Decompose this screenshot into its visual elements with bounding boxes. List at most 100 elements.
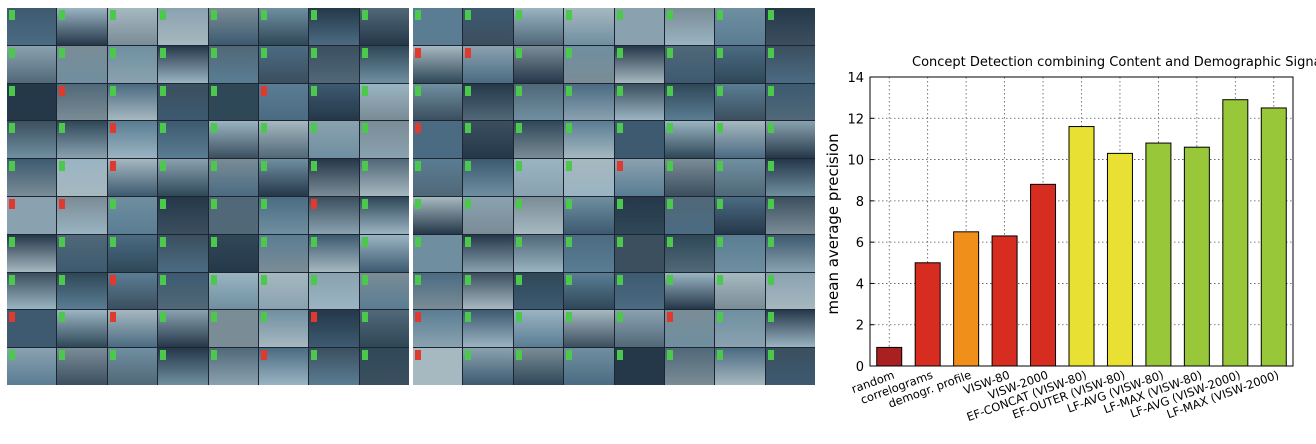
video-thumbnail <box>614 234 664 272</box>
relevant-tag-icon <box>515 198 522 209</box>
video-thumbnail <box>664 121 715 159</box>
video-thumbnail <box>7 45 57 83</box>
relevant-tag-icon <box>515 350 522 361</box>
video-thumbnail <box>765 196 815 234</box>
irrelevant-tag-icon <box>109 123 116 134</box>
irrelevant-tag-icon <box>9 198 15 209</box>
relevant-tag-icon <box>717 350 724 361</box>
relevant-tag-icon <box>465 274 472 285</box>
plot-frame <box>869 76 1294 367</box>
relevant-tag-icon <box>566 350 573 361</box>
video-thumbnail <box>107 45 158 83</box>
irrelevant-tag-icon <box>311 198 318 209</box>
video-thumbnail <box>309 45 359 83</box>
video-thumbnail <box>413 83 463 121</box>
video-thumbnail <box>715 83 765 121</box>
relevant-tag-icon <box>616 198 623 209</box>
video-thumbnail <box>564 234 614 272</box>
relevant-tag-icon <box>59 123 66 134</box>
video-thumbnail <box>614 159 664 196</box>
video-thumbnail <box>57 234 107 272</box>
video-thumbnail <box>7 121 57 159</box>
video-thumbnail <box>208 8 258 45</box>
relevant-tag-icon <box>109 10 116 20</box>
bar <box>914 262 941 367</box>
video-thumbnail <box>258 83 309 121</box>
relevant-tag-icon <box>260 47 267 58</box>
video-thumbnail <box>258 348 309 385</box>
irrelevant-tag-icon <box>59 85 66 96</box>
relevant-tag-icon <box>210 47 217 58</box>
relevant-tag-icon <box>260 236 267 247</box>
video-thumbnail <box>208 159 258 196</box>
irrelevant-tag-icon <box>109 312 116 323</box>
video-thumbnail <box>463 310 513 348</box>
y-tick-label: 2 <box>856 319 864 334</box>
video-thumbnail <box>258 45 309 83</box>
relevant-tag-icon <box>361 350 368 361</box>
video-thumbnail <box>513 45 564 83</box>
relevant-tag-icon <box>109 85 116 96</box>
video-thumbnail <box>664 272 715 310</box>
video-thumbnail <box>564 83 614 121</box>
video-thumbnail <box>7 348 57 385</box>
video-thumbnail <box>715 310 765 348</box>
video-thumbnail <box>765 45 815 83</box>
relevant-tag-icon <box>616 123 623 134</box>
relevant-tag-icon <box>616 10 623 20</box>
relevant-tag-icon <box>415 161 421 172</box>
bar <box>1183 146 1210 367</box>
relevant-tag-icon <box>361 47 368 58</box>
video-thumbnail <box>57 348 107 385</box>
video-thumbnail <box>107 159 158 196</box>
video-thumbnail <box>57 83 107 121</box>
thumbnail-grid-left <box>7 8 409 385</box>
relevant-tag-icon <box>160 47 167 58</box>
video-thumbnail <box>614 196 664 234</box>
video-thumbnail <box>564 159 614 196</box>
video-thumbnail <box>513 8 564 45</box>
video-thumbnail <box>359 121 409 159</box>
relevant-tag-icon <box>109 198 116 209</box>
video-thumbnail <box>208 234 258 272</box>
video-thumbnail <box>413 272 463 310</box>
relevant-tag-icon <box>59 274 66 285</box>
relevant-tag-icon <box>566 274 573 285</box>
relevant-tag-icon <box>361 198 368 209</box>
relevant-tag-icon <box>666 47 673 58</box>
video-thumbnail <box>413 196 463 234</box>
video-thumbnail <box>158 272 208 310</box>
relevant-tag-icon <box>9 85 15 96</box>
relevant-tag-icon <box>616 47 623 58</box>
relevant-tag-icon <box>666 85 673 96</box>
relevant-tag-icon <box>311 236 318 247</box>
bar <box>1068 126 1095 367</box>
relevant-tag-icon <box>9 274 15 285</box>
relevant-tag-icon <box>515 10 522 20</box>
irrelevant-tag-icon <box>415 312 421 323</box>
video-thumbnail <box>513 196 564 234</box>
video-thumbnail <box>513 348 564 385</box>
video-thumbnail <box>107 310 158 348</box>
bar <box>953 231 980 367</box>
relevant-tag-icon <box>311 85 318 96</box>
video-thumbnail <box>413 45 463 83</box>
video-thumbnail <box>715 121 765 159</box>
y-tick-label: 10 <box>847 154 864 169</box>
relevant-tag-icon <box>210 161 217 172</box>
relevant-tag-icon <box>415 10 421 20</box>
bar <box>1145 142 1172 367</box>
video-thumbnail <box>309 348 359 385</box>
video-thumbnail <box>158 196 208 234</box>
video-thumbnail <box>664 159 715 196</box>
video-thumbnail <box>359 159 409 196</box>
bar <box>876 346 903 367</box>
video-thumbnail <box>208 196 258 234</box>
relevant-tag-icon <box>210 123 217 134</box>
relevant-tag-icon <box>717 123 724 134</box>
relevant-tag-icon <box>260 274 267 285</box>
bar <box>1030 183 1057 367</box>
video-thumbnail <box>664 8 715 45</box>
video-thumbnail <box>7 8 57 45</box>
